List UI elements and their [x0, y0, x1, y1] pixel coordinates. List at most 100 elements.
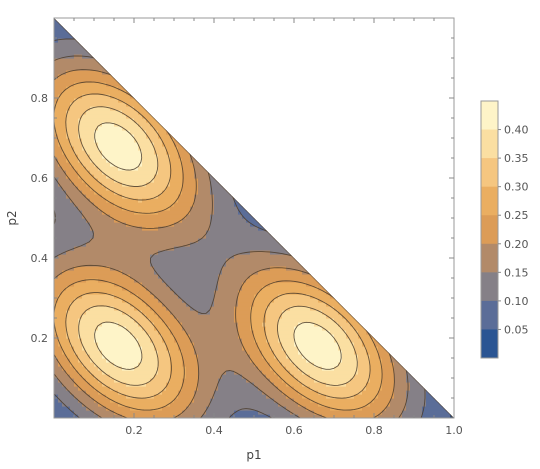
contour-cell [310, 414, 315, 418]
contour-cell [278, 406, 283, 411]
contour-cell [186, 194, 191, 199]
contour-cell [86, 78, 91, 83]
contour-cell [78, 178, 83, 183]
contour-cell [286, 398, 291, 403]
contour-cell [374, 378, 379, 383]
contour-cell [190, 274, 195, 279]
contour-cell [58, 94, 63, 99]
contour-cell [246, 278, 251, 283]
contour-cell [170, 290, 175, 295]
contour-cell [146, 310, 151, 315]
contour-cell [138, 122, 143, 127]
contour-cell [86, 90, 91, 95]
contour-cell [114, 314, 119, 319]
contour-cell [86, 374, 91, 379]
contour-cell [110, 410, 115, 415]
contour-cell [230, 410, 235, 415]
contour-cell [190, 246, 195, 251]
contour-cell [102, 394, 107, 399]
contour-cell [286, 386, 291, 391]
contour-cell [186, 278, 191, 283]
contour-cell [54, 266, 59, 271]
contour-cell [78, 170, 83, 175]
contour-cell [222, 218, 227, 223]
contour-cell [258, 302, 263, 307]
contour-cell [330, 398, 335, 403]
contour-cell [150, 214, 155, 219]
contour-cell [230, 250, 235, 255]
contour-cell [150, 174, 155, 179]
contour-cell [146, 282, 151, 287]
contour-cell [190, 250, 195, 255]
contour-cell [210, 378, 215, 383]
contour-cell [334, 406, 339, 411]
contour-cell [286, 338, 291, 343]
contour-cell [126, 242, 131, 247]
contour-cell [66, 222, 71, 227]
contour-cell [166, 362, 171, 367]
contour-cell [82, 138, 87, 143]
contour-cell [266, 290, 271, 295]
contour-cell [106, 286, 111, 291]
contour-cell [222, 414, 227, 418]
contour-cell [98, 338, 103, 343]
contour-cell [102, 106, 107, 111]
contour-cell [298, 306, 303, 311]
contour-cell [126, 238, 131, 243]
contour-cell [206, 342, 211, 347]
contour-cell [206, 370, 211, 375]
contour-cell [302, 374, 307, 379]
contour-cell [90, 338, 95, 343]
contour-cell [150, 342, 155, 347]
contour-cell [194, 262, 199, 267]
contour-cell [250, 342, 255, 347]
contour-cell [266, 342, 271, 347]
contour-cell [78, 318, 83, 323]
contour-cell [202, 366, 207, 371]
contour-cell [166, 170, 171, 175]
contour-cell [194, 390, 199, 395]
contour-cell [250, 358, 255, 363]
contour-cell [262, 366, 267, 371]
contour-cell [306, 390, 311, 395]
contour-cell [190, 206, 195, 211]
contour-cell [142, 330, 147, 335]
contour-cell [118, 254, 123, 259]
contour-cell [366, 414, 371, 418]
contour-cell [126, 278, 131, 283]
contour-cell [190, 278, 195, 283]
contour-cell [174, 334, 179, 339]
contour-cell [290, 266, 295, 271]
contour-cell [110, 294, 115, 299]
contour-cell [66, 314, 71, 319]
contour-cell [98, 262, 103, 267]
contour-cell [186, 254, 191, 259]
contour-cell [198, 310, 203, 315]
contour-cell [186, 234, 191, 239]
contour-cell [338, 346, 343, 351]
contour-cell [214, 226, 219, 231]
contour-cell [230, 322, 235, 327]
contour-cell [170, 174, 175, 179]
contour-cell [130, 250, 135, 255]
contour-cell [98, 90, 103, 95]
contour-cell [110, 390, 115, 395]
contour-cell [238, 342, 243, 347]
contour-cell [190, 386, 195, 391]
contour-cell [54, 378, 59, 383]
contour-cell [258, 314, 263, 319]
contour-cell [322, 366, 327, 371]
contour-cell [274, 314, 279, 319]
contour-cell [118, 410, 123, 415]
contour-cell [230, 294, 235, 299]
contour-cell [174, 378, 179, 383]
contour-cell [334, 354, 339, 359]
contour-cell [142, 114, 147, 119]
contour-cell [262, 342, 267, 347]
contour-cell [178, 398, 183, 403]
contour-cell [194, 206, 199, 211]
contour-cell [190, 410, 195, 415]
contour-cell [54, 306, 59, 311]
contour-cell [162, 358, 167, 363]
contour-cell [198, 258, 203, 263]
